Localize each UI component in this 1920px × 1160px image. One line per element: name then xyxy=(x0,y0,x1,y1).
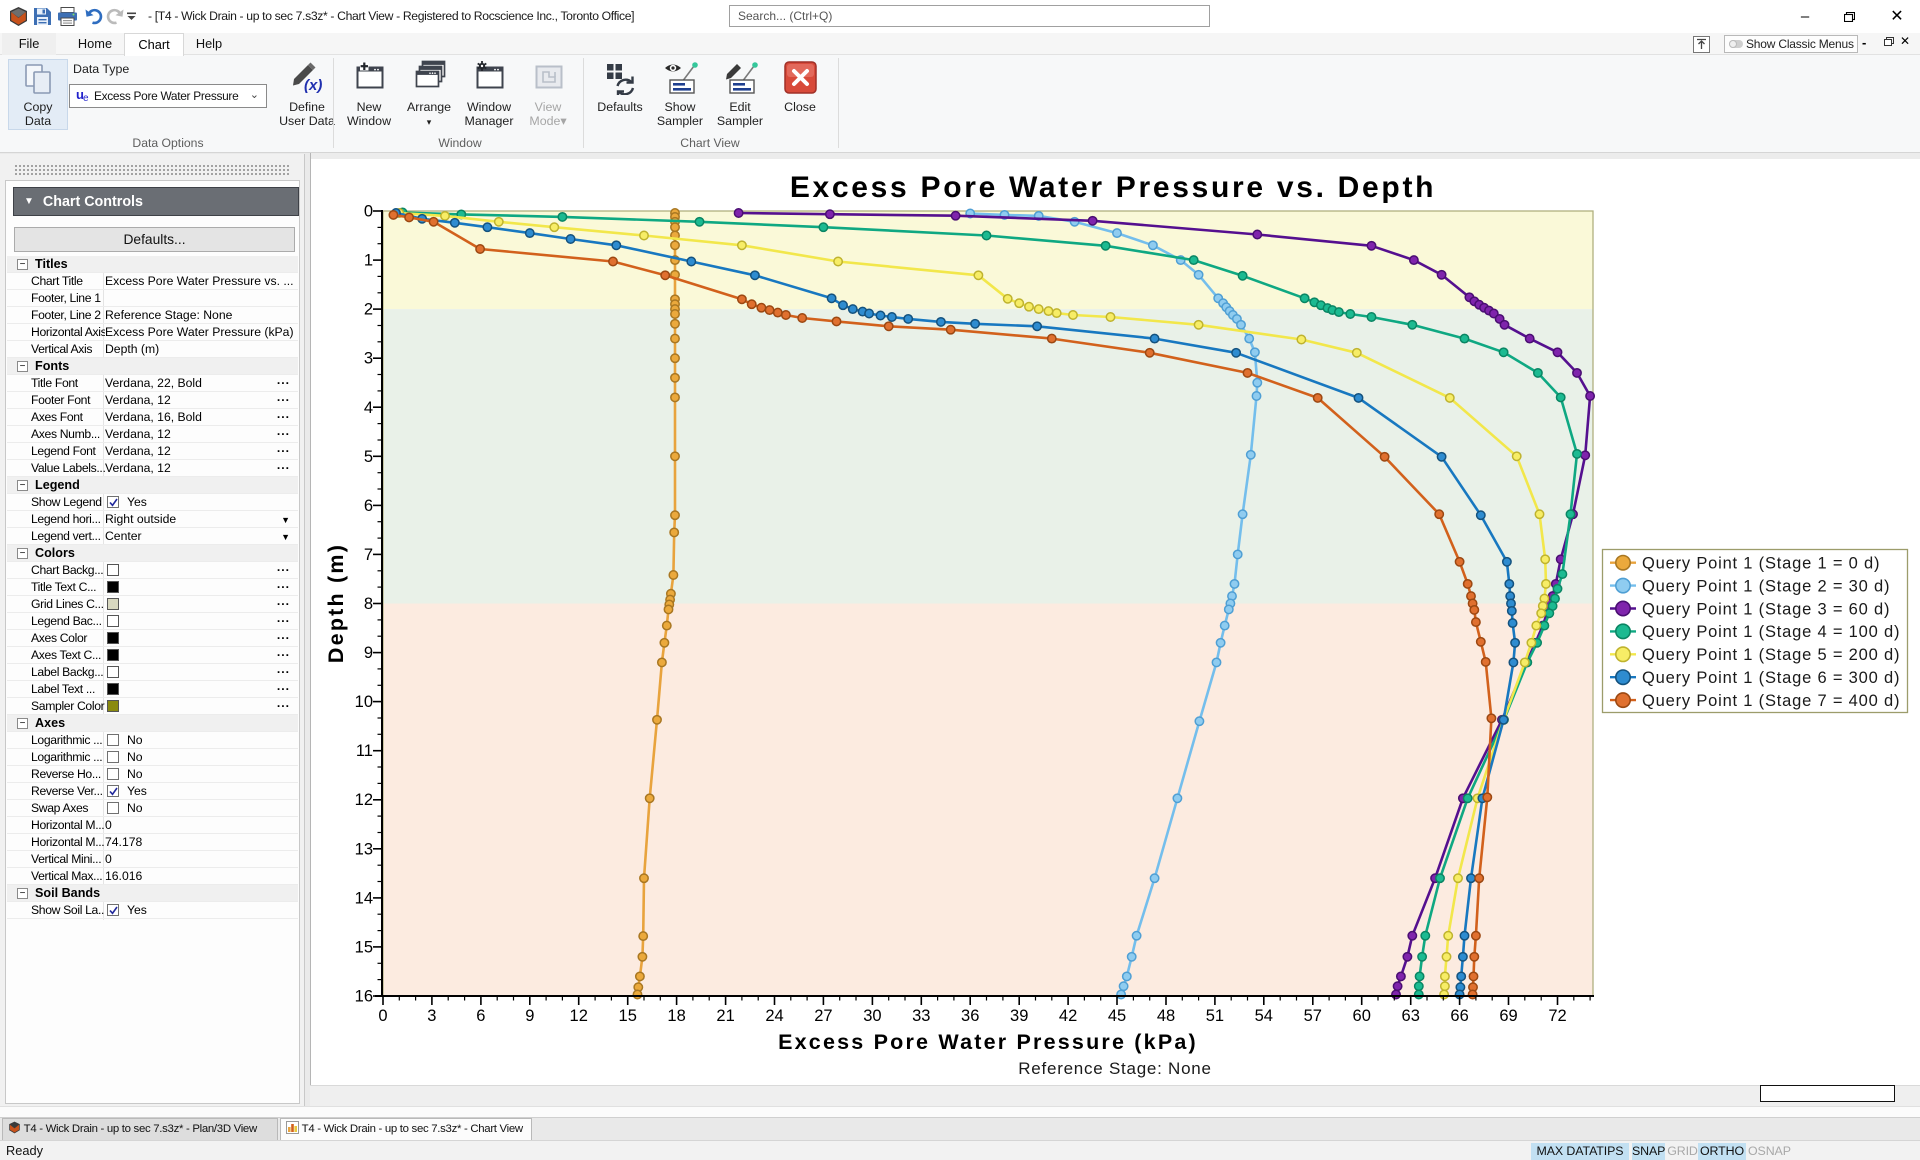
svg-text:Query Point 1 (Stage 5 = 200 d: Query Point 1 (Stage 5 = 200 d) xyxy=(1642,646,1900,664)
svg-text:51: 51 xyxy=(1206,1007,1224,1025)
svg-text:39: 39 xyxy=(1010,1007,1028,1025)
svg-text:Excess Pore Water Pressure (kP: Excess Pore Water Pressure (kPa) xyxy=(778,1030,1198,1054)
svg-text:48: 48 xyxy=(1157,1007,1175,1025)
svg-text:66: 66 xyxy=(1450,1007,1468,1025)
svg-text:Query Point 1 (Stage 4 = 100 d: Query Point 1 (Stage 4 = 100 d) xyxy=(1642,623,1900,641)
svg-text:12: 12 xyxy=(355,791,373,809)
svg-text:18: 18 xyxy=(667,1007,685,1025)
svg-text:Excess Pore Water Pressure vs.: Excess Pore Water Pressure vs. Depth xyxy=(790,171,1436,204)
svg-text:14: 14 xyxy=(355,889,373,907)
svg-text:72: 72 xyxy=(1548,1007,1566,1025)
svg-text:24: 24 xyxy=(765,1007,783,1025)
svg-text:Query Point 1 (Stage 7 = 400 d: Query Point 1 (Stage 7 = 400 d) xyxy=(1642,692,1900,710)
svg-text:(x): (x) xyxy=(304,77,322,93)
svg-text:63: 63 xyxy=(1402,1007,1420,1025)
svg-text:15: 15 xyxy=(355,938,373,956)
svg-text:7: 7 xyxy=(364,546,373,564)
svg-text:60: 60 xyxy=(1353,1007,1371,1025)
svg-text:33: 33 xyxy=(912,1007,930,1025)
svg-text:11: 11 xyxy=(356,742,373,760)
svg-text:Reference Stage: None: Reference Stage: None xyxy=(1018,1059,1211,1078)
svg-text:Query Point 1 (Stage 3 = 60 d): Query Point 1 (Stage 3 = 60 d) xyxy=(1642,600,1890,618)
svg-text:4: 4 xyxy=(364,399,373,417)
svg-text:9: 9 xyxy=(525,1007,534,1025)
svg-text:27: 27 xyxy=(814,1007,832,1025)
svg-text:45: 45 xyxy=(1108,1007,1126,1025)
svg-text:30: 30 xyxy=(863,1007,881,1025)
svg-text:Query Point 1 (Stage 2 = 30 d): Query Point 1 (Stage 2 = 30 d) xyxy=(1642,577,1890,595)
svg-text:69: 69 xyxy=(1499,1007,1517,1025)
svg-text:Query Point 1 (Stage 6 = 300 d: Query Point 1 (Stage 6 = 300 d) xyxy=(1642,669,1900,687)
svg-text:15: 15 xyxy=(619,1007,637,1025)
svg-text:12: 12 xyxy=(570,1007,588,1025)
svg-text:13: 13 xyxy=(355,840,373,858)
svg-text:9: 9 xyxy=(364,644,373,662)
svg-text:1: 1 xyxy=(364,252,373,270)
svg-text:8: 8 xyxy=(364,595,373,613)
svg-text:3: 3 xyxy=(427,1007,436,1025)
svg-text:Query Point 1 (Stage 1 = 0 d): Query Point 1 (Stage 1 = 0 d) xyxy=(1642,555,1880,573)
svg-text:21: 21 xyxy=(716,1007,734,1025)
svg-text:57: 57 xyxy=(1304,1007,1322,1025)
svg-text:6: 6 xyxy=(364,497,373,515)
svg-text:2: 2 xyxy=(364,301,373,319)
svg-text:36: 36 xyxy=(961,1007,979,1025)
svg-text:16: 16 xyxy=(355,988,373,1006)
svg-text:5: 5 xyxy=(364,448,373,466)
svg-text:0: 0 xyxy=(378,1007,387,1025)
svg-text:10: 10 xyxy=(355,693,373,711)
svg-text:Depth (m): Depth (m) xyxy=(324,543,348,663)
svg-text:3: 3 xyxy=(364,350,373,368)
svg-text:6: 6 xyxy=(476,1007,485,1025)
svg-text:0: 0 xyxy=(364,203,373,221)
svg-text:54: 54 xyxy=(1255,1007,1273,1025)
svg-text:42: 42 xyxy=(1059,1007,1077,1025)
